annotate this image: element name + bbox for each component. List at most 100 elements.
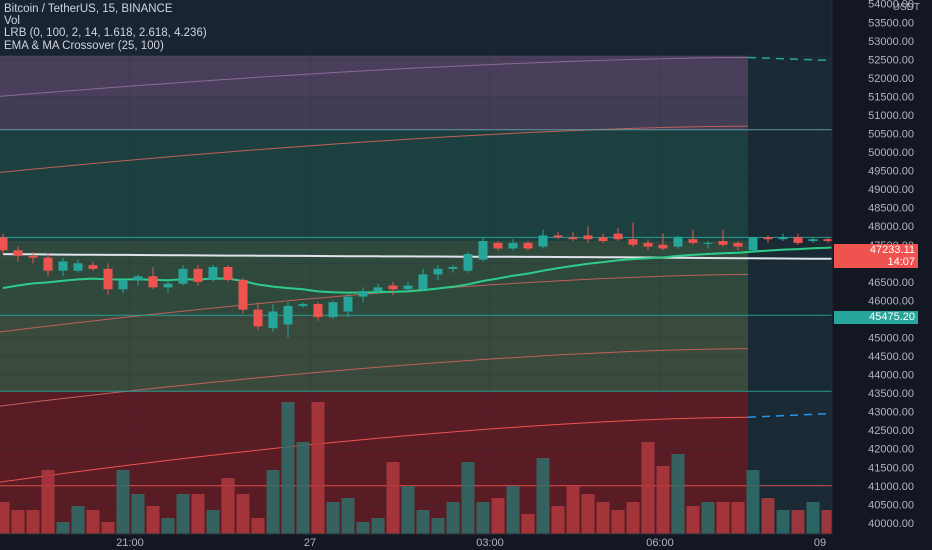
symbol-title[interactable]: Bitcoin / TetherUS, 15, BINANCE [4, 3, 173, 15]
volume-bar [446, 502, 460, 534]
price-axis-panel [832, 0, 932, 550]
price-tick-label: 46500.00 [868, 277, 914, 289]
price-tick-label: 42000.00 [868, 444, 914, 456]
candle-body [493, 242, 503, 249]
volume-bar [416, 510, 430, 534]
time-tick-label: 03:00 [476, 537, 504, 549]
ema-ma-crossover-label[interactable]: EMA & MA Crossover (25, 100) [4, 39, 164, 52]
volume-bar [191, 494, 205, 534]
time-tick-label: 21:00 [116, 537, 144, 549]
candle-body [538, 235, 548, 247]
volume-bar [686, 506, 700, 534]
candle-body [208, 267, 218, 280]
volume-bar [671, 454, 685, 534]
candle-body [403, 285, 413, 290]
price-tick-label: 49500.00 [868, 166, 914, 178]
volume-bar [0, 502, 10, 534]
candle-body [13, 250, 23, 256]
price-tick-label: 54000.00 [868, 0, 914, 11]
level-price-value: 45475.20 [869, 311, 915, 323]
lrb-indicator-label[interactable]: LRB (0, 100, 2, 14, 1.618, 2.618, 4.236) [4, 27, 207, 40]
price-tick-label: 53000.00 [868, 36, 914, 48]
current-price-value: 47233.11 [869, 244, 915, 256]
candle-body [433, 268, 443, 275]
volume-bar [26, 510, 40, 534]
volume-bar [131, 494, 145, 534]
candle-body [253, 309, 263, 327]
volume-bar [641, 442, 655, 534]
candle-body [148, 276, 158, 288]
upper-empty-zone [0, 0, 832, 56]
regression-band-fill-2 [0, 129, 748, 242]
candle-countdown: 14:07 [887, 256, 915, 268]
volume-bar [776, 510, 790, 534]
candle-body [268, 311, 278, 329]
candle-body [343, 296, 353, 312]
volume-bar [326, 502, 340, 534]
price-tick-label: 46000.00 [868, 295, 914, 307]
volume-bar [551, 506, 565, 534]
candle-body [73, 263, 83, 271]
regression-band-fill-1 [0, 96, 748, 130]
projection-upper-dashed [747, 56, 833, 62]
projection-zone [748, 55, 832, 534]
volume-bar [431, 518, 445, 534]
volume-bar [116, 470, 130, 534]
time-axis-panel [0, 534, 932, 550]
volume-bar [566, 486, 580, 534]
ma-slow-line [2, 253, 932, 261]
volume-bar [266, 470, 280, 534]
volume-bar [341, 498, 355, 534]
price-tick-label: 44000.00 [868, 370, 914, 382]
current-price-tag: 47233.11 14:07 [834, 244, 918, 268]
volume-indicator-label[interactable]: Vol [4, 15, 20, 28]
candle-body [718, 241, 728, 245]
price-tick-label: 52000.00 [868, 73, 914, 85]
candle-body [703, 242, 713, 244]
candle-body [88, 265, 98, 269]
candle-body [463, 254, 473, 271]
candle-body [658, 244, 668, 249]
price-tick-label: 40000.00 [868, 518, 914, 530]
volume-bar [311, 402, 325, 534]
candle-body [823, 239, 833, 242]
candle-body [793, 237, 803, 243]
candle-body [628, 239, 638, 245]
candle-body [508, 242, 518, 249]
volume-bar [491, 498, 505, 534]
volume-bar [626, 502, 640, 534]
volume-bar [596, 502, 610, 534]
candle-body [238, 279, 248, 310]
regression-band-fill-0 [0, 55, 748, 99]
candle-body [613, 233, 623, 240]
candle-body [418, 274, 428, 290]
volume-bar [401, 486, 415, 534]
candle-body [748, 237, 758, 251]
volume-bar [476, 502, 490, 534]
volume-bar [716, 502, 730, 534]
candle-body [568, 237, 578, 240]
price-tick-label: 49000.00 [868, 184, 914, 196]
price-tick-label: 43000.00 [868, 407, 914, 419]
candle-body [388, 285, 398, 290]
time-tick-label: 09 [814, 537, 826, 549]
volume-bar [371, 518, 385, 534]
price-tick-label: 51000.00 [868, 110, 914, 122]
candle-body [643, 242, 653, 247]
candle-body [553, 235, 563, 238]
level-price-tag: 45475.20 [834, 311, 918, 324]
price-axis-unit: USDT [893, 2, 920, 13]
candle-body [448, 267, 458, 269]
candle-body [763, 237, 773, 240]
volume-bar [386, 462, 400, 534]
candle-body [283, 305, 293, 325]
regression-band-fill-4 [0, 315, 748, 392]
volume-bar [221, 478, 235, 534]
volume-bar [281, 402, 295, 534]
volume-bar [506, 486, 520, 534]
candle-body [298, 304, 308, 306]
candle-body [223, 267, 233, 280]
price-tick-label: 50500.00 [868, 129, 914, 141]
